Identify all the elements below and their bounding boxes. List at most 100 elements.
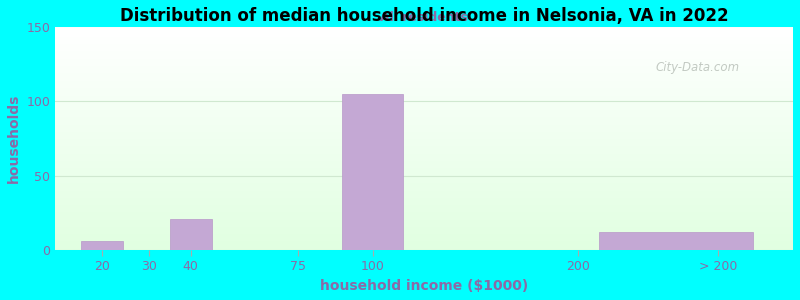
Bar bbox=[55, 153, 793, 154]
Bar bbox=[55, 119, 793, 120]
Bar bbox=[55, 242, 793, 243]
Bar bbox=[55, 200, 793, 201]
Bar bbox=[55, 106, 793, 107]
Bar bbox=[55, 201, 793, 202]
Bar bbox=[55, 66, 793, 67]
Bar bbox=[55, 61, 793, 62]
Bar bbox=[55, 196, 793, 197]
Bar bbox=[55, 76, 793, 77]
Bar bbox=[55, 128, 793, 129]
Bar bbox=[55, 169, 793, 170]
Bar bbox=[55, 171, 793, 172]
Bar bbox=[55, 137, 793, 138]
Bar bbox=[55, 78, 793, 79]
Bar bbox=[55, 185, 793, 186]
Bar bbox=[81, 241, 123, 250]
Bar bbox=[55, 124, 793, 125]
Bar bbox=[55, 149, 793, 151]
Bar bbox=[55, 114, 793, 115]
Bar bbox=[55, 146, 793, 147]
Bar bbox=[55, 231, 793, 232]
Bar bbox=[55, 156, 793, 157]
Bar bbox=[55, 188, 793, 189]
Bar bbox=[55, 217, 793, 218]
Bar bbox=[55, 97, 793, 98]
Bar bbox=[55, 202, 793, 203]
Bar bbox=[55, 107, 793, 108]
Bar bbox=[55, 215, 793, 217]
Bar bbox=[55, 81, 793, 83]
Bar bbox=[55, 44, 793, 46]
Bar bbox=[55, 165, 793, 166]
Bar bbox=[55, 70, 793, 71]
Bar bbox=[55, 105, 793, 106]
Bar bbox=[55, 46, 793, 48]
Bar bbox=[55, 134, 793, 135]
Bar bbox=[55, 80, 793, 81]
Bar bbox=[55, 208, 793, 209]
Bar bbox=[55, 118, 793, 119]
Bar bbox=[55, 222, 793, 223]
Bar bbox=[55, 79, 793, 80]
Bar bbox=[55, 62, 793, 63]
Bar bbox=[55, 233, 793, 234]
Bar bbox=[55, 186, 793, 188]
Bar bbox=[55, 82, 793, 83]
Bar bbox=[55, 212, 793, 213]
Bar bbox=[55, 237, 793, 238]
Bar bbox=[55, 122, 793, 123]
Bar bbox=[55, 110, 793, 112]
Bar bbox=[55, 173, 793, 174]
Bar bbox=[55, 197, 793, 199]
Bar bbox=[55, 199, 793, 200]
Bar bbox=[55, 101, 793, 103]
Bar bbox=[55, 59, 793, 60]
Bar bbox=[55, 72, 793, 74]
Bar bbox=[55, 39, 793, 40]
Bar bbox=[55, 213, 793, 214]
Bar bbox=[55, 100, 793, 101]
Bar bbox=[55, 68, 793, 69]
Bar bbox=[55, 195, 793, 196]
Bar bbox=[55, 77, 793, 78]
Bar bbox=[55, 126, 793, 127]
Bar bbox=[55, 193, 793, 194]
Bar bbox=[55, 29, 793, 30]
Bar bbox=[55, 42, 793, 43]
Bar bbox=[55, 241, 793, 242]
Bar bbox=[55, 86, 793, 87]
Bar bbox=[55, 164, 793, 165]
Bar bbox=[55, 154, 793, 155]
Bar bbox=[55, 120, 793, 122]
Bar bbox=[55, 125, 793, 126]
Bar bbox=[55, 51, 793, 52]
Bar bbox=[55, 194, 793, 195]
Bar bbox=[55, 33, 793, 34]
Bar bbox=[55, 83, 793, 85]
Bar bbox=[55, 206, 793, 208]
Bar bbox=[55, 34, 793, 35]
Bar bbox=[55, 28, 793, 29]
Bar bbox=[55, 177, 793, 178]
Bar bbox=[55, 136, 793, 137]
Y-axis label: households: households bbox=[7, 94, 21, 183]
Bar bbox=[55, 41, 793, 42]
Bar bbox=[55, 31, 793, 32]
Bar bbox=[55, 238, 793, 239]
Bar bbox=[55, 142, 793, 143]
Bar bbox=[55, 224, 793, 226]
Bar bbox=[55, 38, 793, 39]
Bar bbox=[55, 132, 793, 133]
Bar bbox=[55, 180, 793, 181]
Bar bbox=[55, 123, 793, 124]
Bar bbox=[55, 157, 793, 158]
Bar bbox=[55, 87, 793, 88]
Bar bbox=[55, 35, 793, 37]
Bar bbox=[55, 89, 793, 90]
Bar bbox=[55, 95, 793, 96]
Bar bbox=[55, 234, 793, 236]
Bar bbox=[55, 133, 793, 134]
Bar bbox=[55, 127, 793, 128]
Bar bbox=[55, 99, 793, 100]
Bar bbox=[55, 112, 793, 114]
